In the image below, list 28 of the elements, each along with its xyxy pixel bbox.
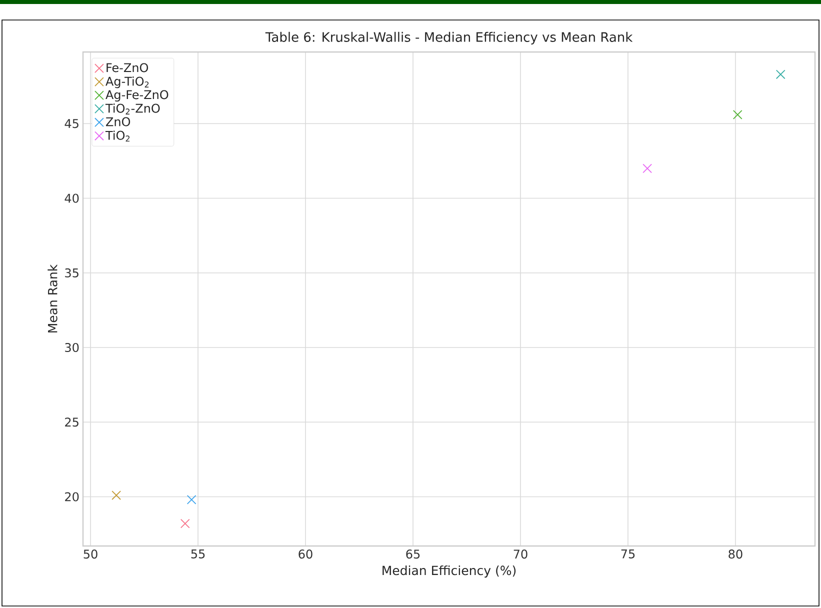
point (642, 164, 652, 174)
x-tick-label: 65 (406, 550, 420, 559)
x-axis-title: Median Efficiency (%) (382, 565, 516, 578)
legend-label: Fe-ZnO (106, 63, 148, 72)
legend-label: ZnO (106, 117, 130, 126)
x-tick-label: 75 (621, 550, 635, 558)
point (180, 518, 190, 528)
x-tick-label: 80 (728, 550, 742, 559)
point (112, 490, 122, 500)
y-tick-label: 40 (64, 194, 79, 203)
x-tick-label: 55 (191, 550, 205, 558)
y-axis-title: Mean Rank (48, 264, 58, 332)
y-tick-label: 25 (65, 418, 78, 427)
chart-title: Table 6: Kruskal-Wallis - Median Efficiency vs Mean Rank (265, 32, 633, 44)
x-tick-label: 50 (84, 550, 98, 559)
legend-label: TiO$_{2}$-ZnO (105, 104, 160, 114)
legend-label: Ag-TiO$_{2}$ (106, 76, 149, 88)
point (776, 70, 786, 80)
x-tick-label: 70 (514, 550, 528, 559)
y-tick-label: 20 (65, 492, 79, 502)
y-tick-label: 30 (65, 342, 79, 352)
point (186, 495, 196, 504)
legend-label: Ag-Fe-ZnO (106, 90, 168, 102)
point (732, 110, 742, 120)
x-tick-label: 60 (298, 550, 312, 559)
y-tick-label: 45 (64, 119, 78, 128)
legend-label: TiO$_{2}$ (105, 130, 130, 142)
y-tick-label: 35 (65, 268, 78, 278)
